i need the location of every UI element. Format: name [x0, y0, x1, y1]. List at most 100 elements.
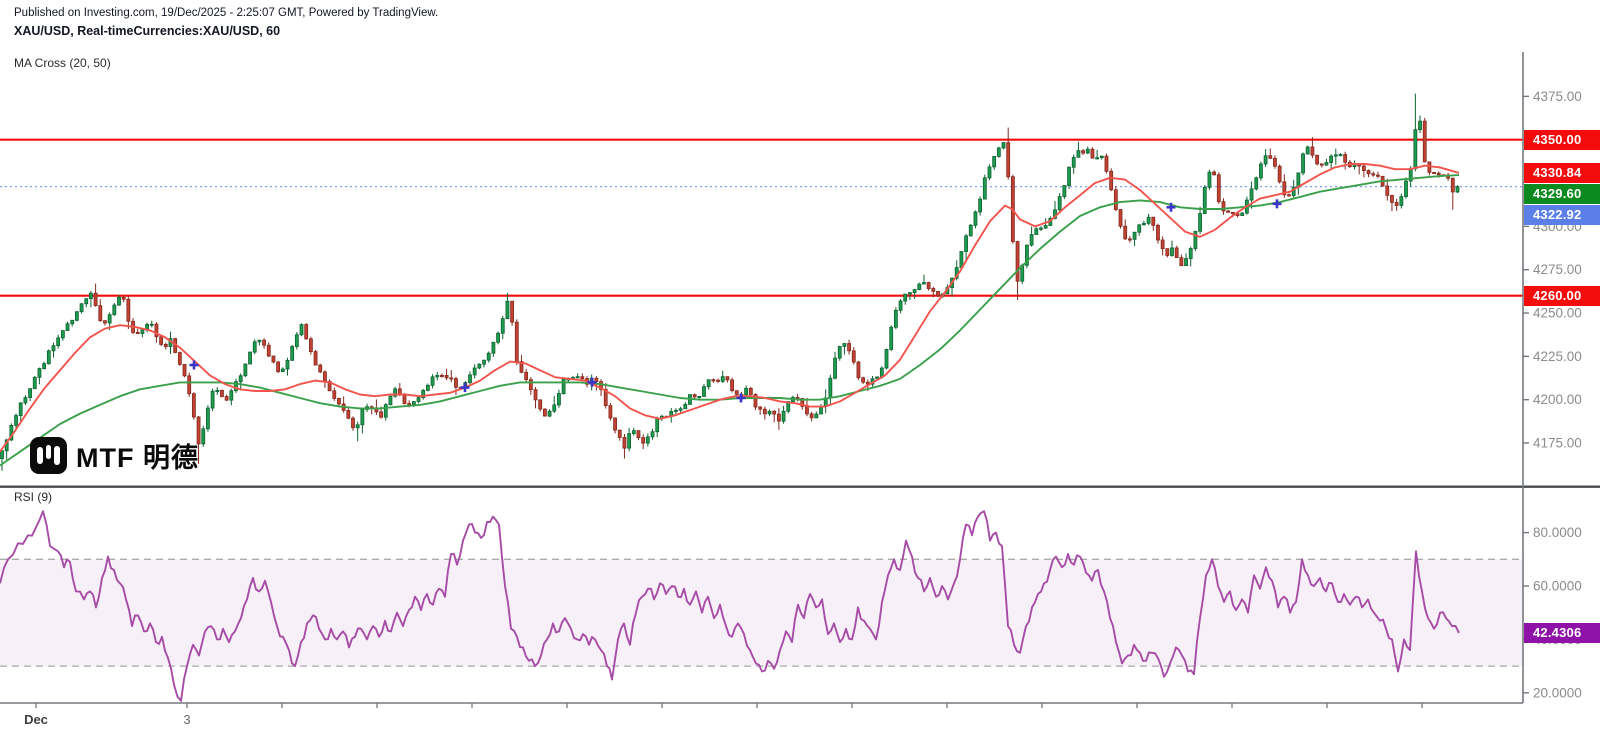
candle-body — [884, 349, 889, 369]
main-pane-surface[interactable] — [0, 52, 1523, 486]
candle-body — [1127, 238, 1132, 241]
candle-body — [720, 376, 725, 382]
candle-body — [248, 351, 252, 365]
candle-body — [758, 406, 763, 410]
candle-body — [1273, 157, 1277, 167]
axis-tick-label: 4175.00 — [1533, 436, 1582, 451]
candle-body — [1109, 170, 1114, 191]
candle-body — [425, 384, 430, 391]
candle-body — [337, 398, 341, 405]
candle-body — [243, 363, 248, 377]
candle-body — [1216, 174, 1221, 203]
time-tick-label: Dec — [24, 712, 48, 727]
candle-body — [814, 413, 819, 419]
published-line: Published on Investing.com, 19/Dec/2025 … — [14, 7, 439, 19]
candle-body — [407, 403, 412, 406]
candle-body — [1025, 244, 1029, 266]
candle-body — [978, 198, 983, 213]
mtf-watermark-logo: MTF 明德 — [30, 436, 199, 475]
candle-body — [1193, 230, 1198, 249]
candle-body — [421, 389, 426, 399]
candle-body — [514, 321, 519, 362]
candle-body — [753, 394, 758, 408]
candle-body — [229, 390, 234, 401]
candle-body — [800, 398, 805, 407]
candle-body — [575, 376, 580, 379]
candle-body — [276, 361, 281, 373]
candle-body — [1029, 234, 1034, 246]
candle-body — [285, 359, 290, 370]
price-badge-level-4260: 4260.00 — [1524, 285, 1600, 306]
candle-body — [126, 298, 131, 322]
candle-body — [631, 430, 636, 435]
ma50-line[interactable] — [0, 174, 1460, 467]
candle-body — [828, 377, 833, 399]
candle-body — [730, 379, 734, 392]
candle-body — [1287, 194, 1291, 197]
candle-body — [528, 379, 533, 391]
candle-body — [346, 409, 351, 419]
candle-body — [692, 394, 697, 398]
candle-body — [1212, 171, 1217, 176]
price-badge-ma20: 4330.84 — [1524, 162, 1600, 183]
ma-cross-marker — [736, 393, 746, 403]
candle-body — [1034, 228, 1039, 235]
candle-body — [1404, 180, 1408, 198]
candle-body — [23, 397, 28, 404]
candle-body — [140, 329, 145, 334]
candle-body — [1001, 142, 1006, 149]
candle-body — [847, 343, 851, 352]
candle-body — [1188, 248, 1193, 259]
candle-body — [1179, 257, 1184, 267]
candle-body — [210, 390, 215, 409]
ma-cross-marker — [460, 383, 470, 393]
axis-tick-label: 60.0000 — [1533, 579, 1582, 594]
candle-body — [182, 363, 187, 377]
candle-body — [931, 288, 936, 292]
candle-body — [1085, 148, 1090, 154]
candle-body — [117, 296, 121, 306]
candle-body — [1142, 222, 1146, 226]
candle-body — [837, 346, 842, 359]
candle-body — [1319, 163, 1324, 166]
rsi-line[interactable] — [0, 510, 1460, 702]
axis-tick-label: 4225.00 — [1533, 349, 1582, 364]
candle-body — [1418, 120, 1422, 131]
candle-body — [149, 323, 154, 326]
candle-body — [1263, 155, 1268, 165]
candle-body — [922, 282, 926, 285]
candle-body — [1202, 186, 1207, 214]
candle-body — [898, 300, 903, 311]
candle-body — [716, 379, 720, 382]
candle-body — [912, 289, 917, 294]
candle-body — [388, 395, 393, 406]
ma20-line[interactable] — [0, 163, 1460, 453]
ma-cross-marker — [1272, 199, 1282, 209]
candle-body — [674, 409, 678, 412]
candle-body — [440, 374, 444, 377]
candle-body — [702, 386, 706, 397]
candle-body — [519, 361, 524, 373]
candle-body — [468, 374, 472, 383]
candle-body — [926, 282, 931, 289]
candle-body — [84, 298, 89, 305]
candle-body — [936, 290, 940, 297]
candle-body — [1184, 258, 1188, 267]
candle-body — [1282, 181, 1287, 196]
candle-body — [1324, 162, 1329, 166]
candle-body — [1315, 154, 1319, 165]
candle-body — [89, 292, 93, 300]
candle-body — [252, 341, 257, 353]
candle-body — [819, 406, 823, 415]
axis-tick-label: 4200.00 — [1533, 392, 1582, 407]
candle-body — [0, 450, 4, 460]
candle-body — [1104, 155, 1109, 172]
candle-body — [1268, 155, 1273, 159]
candle-body — [725, 376, 730, 381]
pane-divider[interactable] — [0, 485, 1600, 488]
candle-body — [650, 431, 655, 438]
candle-body — [28, 388, 32, 398]
candle-body — [1099, 155, 1104, 159]
